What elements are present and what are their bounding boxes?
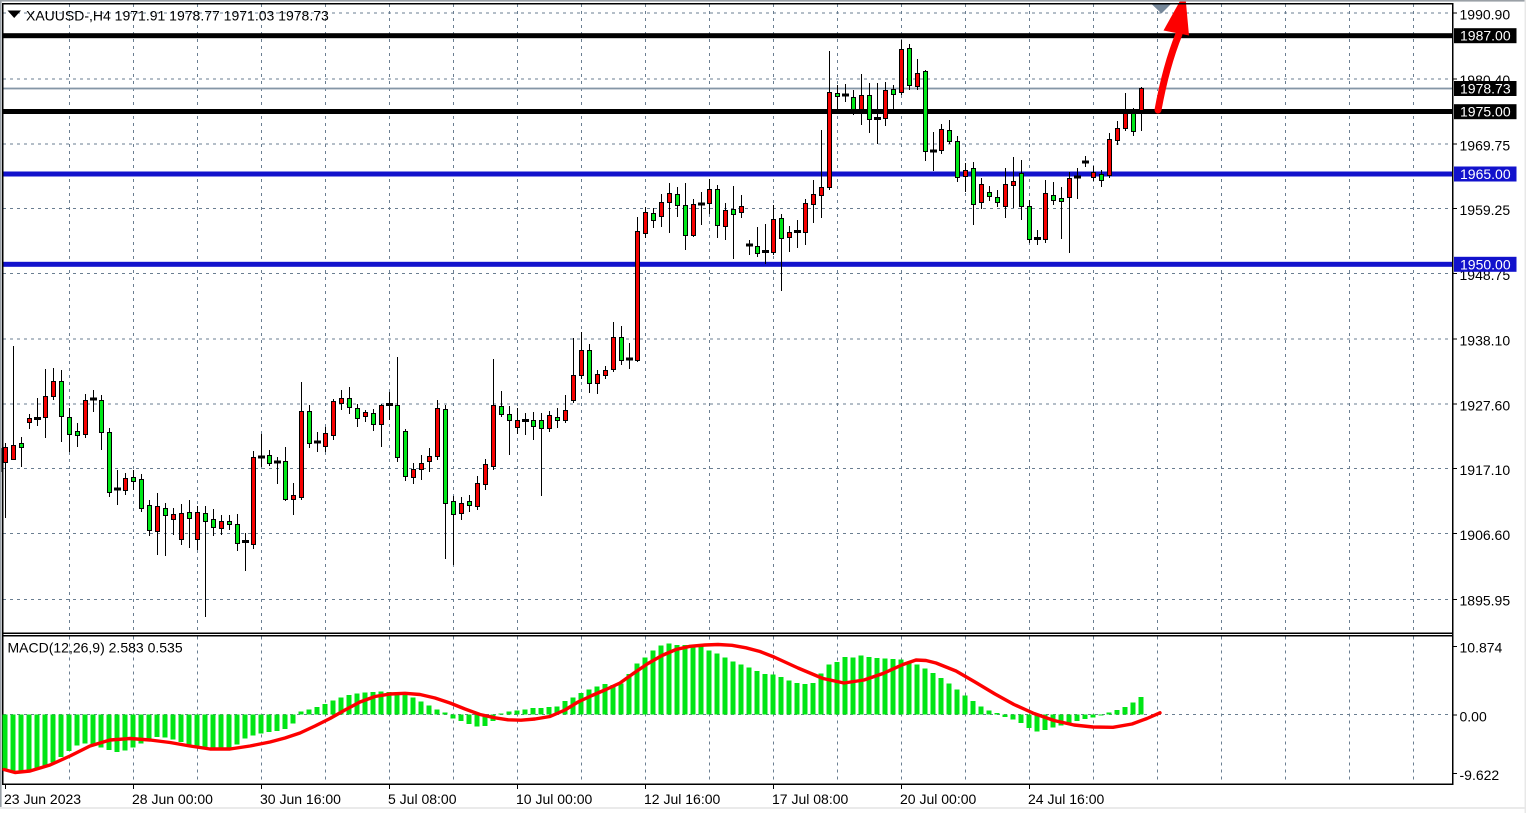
svg-text:XAUUSD-,H4 1971.91 1978.77 19: XAUUSD-,H4 1971.91 1978.77 1971.03 1978.… — [26, 7, 329, 23]
svg-text:0.00: 0.00 — [1460, 708, 1487, 724]
svg-text:1990.90: 1990.90 — [1460, 7, 1511, 23]
svg-text:10 Jul 00:00: 10 Jul 00:00 — [516, 791, 592, 807]
svg-text:1978.73: 1978.73 — [1460, 81, 1511, 97]
svg-text:1987.00: 1987.00 — [1460, 28, 1511, 44]
svg-text:23 Jun 2023: 23 Jun 2023 — [4, 791, 81, 807]
svg-text:17 Jul 08:00: 17 Jul 08:00 — [772, 791, 848, 807]
svg-text:1975.00: 1975.00 — [1460, 104, 1511, 120]
svg-text:1965.00: 1965.00 — [1460, 166, 1511, 182]
svg-text:5 Jul 08:00: 5 Jul 08:00 — [388, 791, 457, 807]
svg-text:12 Jul 16:00: 12 Jul 16:00 — [644, 791, 720, 807]
svg-text:1950.00: 1950.00 — [1460, 256, 1511, 272]
svg-text:MACD(12,26,9) 2.583 0.535: MACD(12,26,9) 2.583 0.535 — [8, 640, 183, 656]
svg-text:1969.75: 1969.75 — [1460, 137, 1511, 153]
svg-text:1906.60: 1906.60 — [1460, 527, 1511, 543]
svg-text:1959.25: 1959.25 — [1460, 202, 1511, 218]
svg-text:28 Jun 00:00: 28 Jun 00:00 — [132, 791, 213, 807]
svg-text:30 Jun 16:00: 30 Jun 16:00 — [260, 791, 341, 807]
svg-text:1927.60: 1927.60 — [1460, 397, 1511, 413]
svg-text:1917.10: 1917.10 — [1460, 462, 1511, 478]
svg-text:20 Jul 00:00: 20 Jul 00:00 — [900, 791, 976, 807]
svg-text:1895.95: 1895.95 — [1460, 593, 1511, 609]
svg-text:1938.10: 1938.10 — [1460, 333, 1511, 349]
svg-text:-9.622: -9.622 — [1460, 767, 1500, 783]
svg-text:10.874: 10.874 — [1460, 640, 1503, 656]
svg-text:24 Jul 16:00: 24 Jul 16:00 — [1028, 791, 1104, 807]
